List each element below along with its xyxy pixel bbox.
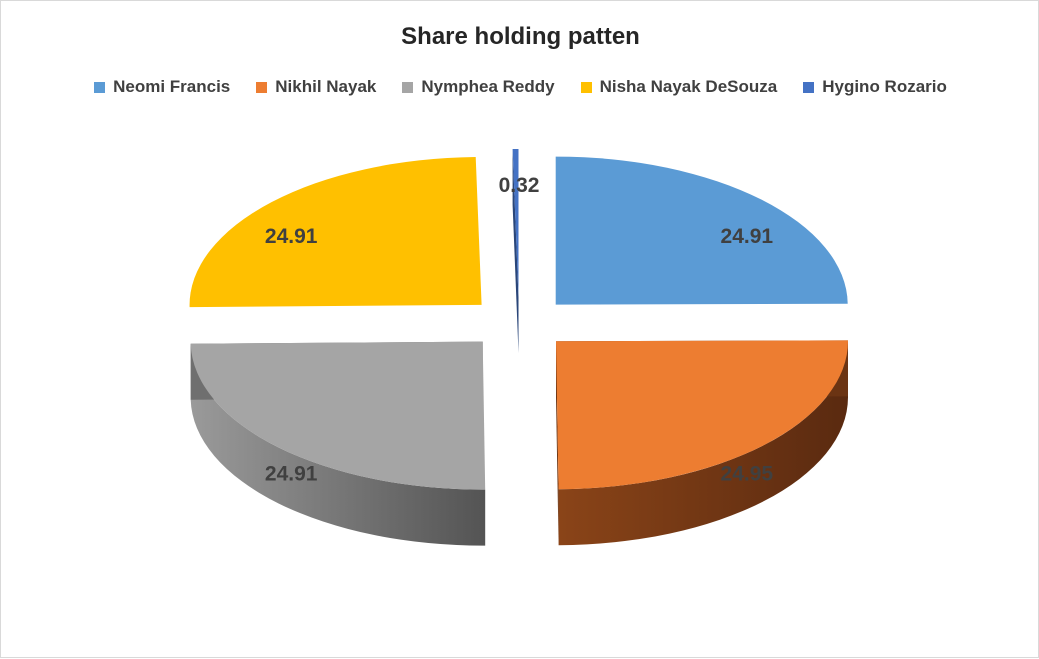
pie-slice [190, 157, 482, 307]
pie-data-label: 24.91 [721, 225, 774, 248]
pie-slice [556, 157, 848, 305]
pie-data-label: 24.95 [721, 463, 774, 486]
pie-data-label: 0.32 [499, 174, 540, 197]
pie-data-label: 24.91 [265, 463, 318, 486]
pie-data-label: 24.91 [265, 225, 318, 248]
